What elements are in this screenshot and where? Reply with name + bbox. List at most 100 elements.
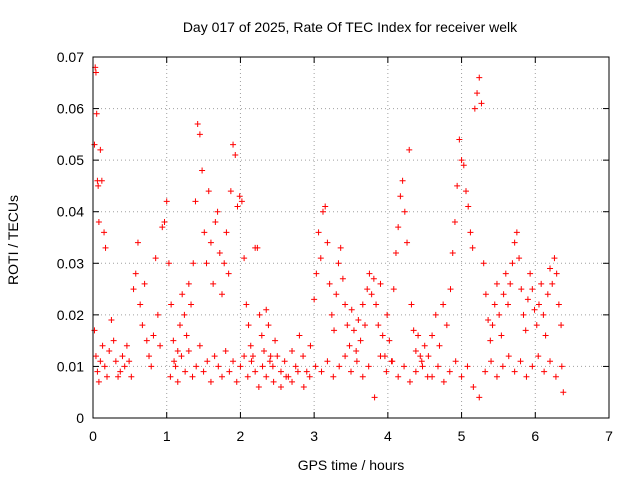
- data-point: [425, 353, 432, 360]
- data-point: [412, 368, 419, 375]
- data-point: [215, 363, 222, 370]
- data-point: [181, 311, 188, 318]
- data-point: [178, 353, 185, 360]
- data-point: [322, 203, 329, 210]
- data-point: [306, 373, 313, 380]
- data-point: [139, 322, 146, 329]
- data-point: [99, 342, 106, 349]
- data-point: [397, 193, 404, 200]
- data-point: [128, 373, 135, 380]
- data-point: [478, 100, 485, 107]
- data-point: [540, 311, 547, 318]
- data-point: [312, 363, 319, 370]
- data-point: [211, 353, 218, 360]
- data-point: [331, 327, 338, 334]
- data-point: [518, 286, 525, 293]
- data-point: [377, 280, 384, 287]
- data-point: [212, 219, 219, 226]
- data-point: [365, 363, 372, 370]
- data-point: [493, 373, 500, 380]
- data-point: [440, 301, 447, 308]
- data-point: [529, 363, 536, 370]
- data-point: [98, 177, 105, 184]
- data-point: [511, 368, 518, 375]
- data-point: [520, 311, 527, 318]
- y-tick-label: 0.01: [57, 358, 84, 374]
- data-point: [346, 342, 353, 349]
- data-point: [505, 301, 512, 308]
- data-point: [505, 353, 512, 360]
- data-point: [443, 322, 450, 329]
- data-point: [232, 151, 239, 158]
- data-point: [115, 373, 122, 380]
- data-point: [210, 280, 217, 287]
- data-point: [474, 90, 481, 97]
- data-point: [524, 296, 531, 303]
- data-point: [404, 239, 411, 246]
- data-point: [163, 198, 170, 205]
- data-point: [344, 322, 351, 329]
- data-point: [157, 342, 164, 349]
- data-point: [249, 353, 256, 360]
- data-point: [458, 373, 465, 380]
- data-point: [234, 203, 241, 210]
- data-point: [359, 301, 366, 308]
- data-point: [366, 270, 373, 277]
- data-point: [377, 353, 384, 360]
- data-point: [307, 342, 314, 349]
- data-point: [446, 368, 453, 375]
- data-point: [219, 291, 225, 298]
- data-point: [174, 347, 181, 354]
- data-point: [440, 378, 447, 385]
- data-point: [418, 358, 425, 365]
- data-point: [126, 358, 133, 365]
- data-point: [106, 347, 113, 354]
- data-point: [254, 244, 261, 251]
- data-point: [541, 368, 548, 375]
- data-point: [92, 69, 99, 76]
- data-point: [454, 182, 461, 189]
- data-point: [531, 306, 538, 313]
- data-point: [203, 260, 210, 267]
- data-point: [359, 373, 366, 380]
- data-point: [493, 280, 500, 287]
- data-point: [386, 337, 393, 344]
- data-point: [244, 373, 251, 380]
- data-point: [95, 378, 102, 385]
- data-point: [311, 296, 318, 303]
- data-point: [261, 347, 268, 354]
- data-point: [200, 368, 207, 375]
- data-point: [196, 131, 203, 138]
- data-point: [283, 373, 290, 380]
- data-point: [350, 327, 357, 334]
- data-point: [267, 353, 274, 360]
- data-point: [339, 275, 346, 282]
- data-point: [487, 337, 494, 344]
- y-axis-ticks: 0 0.01 0.02 0.03 0.04 0.05 0.06 0.07: [57, 49, 609, 426]
- data-point: [538, 280, 545, 287]
- data-point: [292, 363, 299, 370]
- data-point: [491, 301, 498, 308]
- data-point: [300, 384, 307, 391]
- x-tick-label: 0: [89, 428, 97, 444]
- x-axis-ticks: 0 1 2 3 4 5 6 7: [89, 57, 613, 444]
- data-point: [401, 208, 408, 215]
- data-point: [406, 378, 413, 385]
- data-point: [529, 286, 536, 293]
- data-point: [214, 208, 221, 215]
- data-point: [313, 270, 320, 277]
- data-point: [509, 260, 516, 267]
- data-point: [449, 249, 456, 256]
- data-point: [277, 368, 284, 375]
- data-point: [221, 260, 228, 267]
- data-point: [447, 286, 454, 293]
- data-point: [238, 198, 245, 205]
- data-point: [91, 327, 98, 334]
- data-point: [132, 270, 139, 277]
- data-point: [324, 239, 331, 246]
- data-point: [412, 347, 419, 354]
- data-point: [168, 301, 175, 308]
- data-point: [419, 363, 426, 370]
- data-point: [161, 219, 168, 226]
- data-point: [544, 291, 551, 298]
